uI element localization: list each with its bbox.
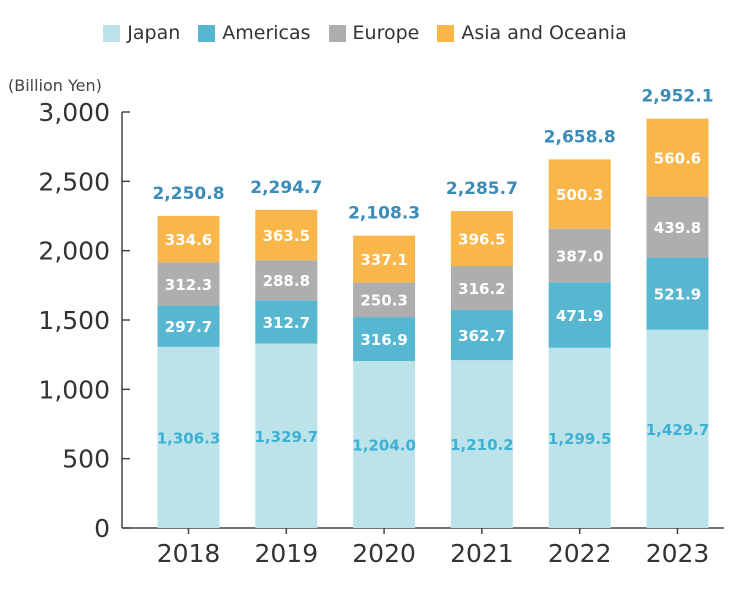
data-label: 560.6 <box>654 150 701 168</box>
bar-segment-europe <box>548 228 611 283</box>
data-label: 362.7 <box>458 327 505 345</box>
legend-label-asia-oceania: Asia and Oceania <box>461 22 627 44</box>
bar-segment-europe <box>646 196 709 258</box>
data-label: 297.7 <box>165 318 212 336</box>
legend-item-asia-oceania: Asia and Oceania <box>437 22 627 44</box>
x-tick-label: 2021 <box>450 539 514 568</box>
legend-swatch-asia-oceania <box>437 24 455 42</box>
bar-segment-americas <box>450 309 513 361</box>
bar-segment-americas <box>157 305 220 347</box>
bar-segment-japan <box>255 343 318 528</box>
x-tick-label: 2019 <box>254 539 318 568</box>
total-label: 2,658.8 <box>544 127 616 147</box>
bar-segment-japan <box>353 361 416 528</box>
bar-segment-europe <box>450 266 513 310</box>
legend-label-europe: Europe <box>352 22 420 44</box>
x-tick-label: 2022 <box>548 539 612 568</box>
bar-segment-asia-and-oceania <box>646 118 709 197</box>
data-label: 363.5 <box>263 227 310 245</box>
data-label: 337.1 <box>360 251 407 269</box>
total-label: 2,250.8 <box>152 184 224 204</box>
total-label: 2,294.7 <box>250 178 322 198</box>
legend-item-americas: Americas <box>198 22 311 44</box>
legend-label-americas: Americas <box>222 22 311 44</box>
total-label: 2,108.3 <box>348 204 420 224</box>
data-label: 1,306.3 <box>157 429 221 447</box>
legend-swatch-americas <box>198 24 216 42</box>
data-label: 1,429.7 <box>646 421 710 439</box>
data-label: 334.6 <box>165 231 212 249</box>
total-label: 2,285.7 <box>446 179 518 199</box>
data-label: 1,204.0 <box>352 437 416 455</box>
total-label: 2,952.1 <box>641 87 713 107</box>
bar-segment-japan <box>646 329 709 528</box>
data-label: 1,210.2 <box>450 436 514 454</box>
data-label: 521.9 <box>654 286 701 304</box>
data-label: 316.9 <box>360 331 407 349</box>
legend-swatch-europe <box>328 24 346 42</box>
bar-segment-europe <box>157 262 220 306</box>
bar-segment-europe <box>353 282 416 318</box>
y-axis-unit-label: (Billion Yen) <box>8 76 102 95</box>
legend-label-japan: Japan <box>127 22 181 44</box>
bar-segment-asia-and-oceania <box>157 215 220 263</box>
data-label: 500.3 <box>556 186 603 204</box>
bar-segment-americas <box>646 257 709 330</box>
y-tick-label: 2,000 <box>38 237 110 266</box>
data-label: 316.2 <box>458 280 505 298</box>
data-label: 387.0 <box>556 248 603 266</box>
bar-segment-asia-and-oceania <box>255 209 318 261</box>
y-tick-label: 1,000 <box>38 375 110 404</box>
data-label: 250.3 <box>360 292 407 310</box>
data-label: 1,329.7 <box>255 428 319 446</box>
x-tick-label: 2023 <box>646 539 710 568</box>
bar-segment-japan <box>548 347 611 528</box>
bar-segment-asia-and-oceania <box>548 159 611 229</box>
data-label: 312.7 <box>263 314 310 332</box>
data-label: 288.8 <box>263 272 310 290</box>
bar-segment-americas <box>255 300 318 344</box>
chart-legend: Japan Americas Europe Asia and Oceania <box>0 22 730 44</box>
data-label: 471.9 <box>556 307 603 325</box>
legend-item-japan: Japan <box>103 22 180 44</box>
data-label: 396.5 <box>458 231 505 249</box>
data-label: 1,299.5 <box>548 430 612 448</box>
bar-segment-americas <box>353 317 416 362</box>
x-tick-label: 2018 <box>157 539 221 568</box>
y-tick-label: 1,500 <box>38 306 110 335</box>
bar-segment-japan <box>450 360 513 528</box>
data-label: 312.3 <box>165 276 212 294</box>
bar-segment-asia-and-oceania <box>353 235 416 283</box>
bar-segment-japan <box>157 346 220 528</box>
y-tick-label: 2,500 <box>38 167 110 196</box>
y-tick-label: 0 <box>94 514 110 543</box>
bar-segment-asia-and-oceania <box>450 211 513 267</box>
y-tick-label: 500 <box>62 445 110 474</box>
bar-segment-europe <box>255 260 318 301</box>
legend-swatch-japan <box>103 24 121 42</box>
x-tick-label: 2020 <box>352 539 416 568</box>
y-tick-label: 3,000 <box>38 98 110 127</box>
data-label: 439.8 <box>654 219 701 237</box>
legend-item-europe: Europe <box>328 22 420 44</box>
bar-segment-americas <box>548 282 611 348</box>
